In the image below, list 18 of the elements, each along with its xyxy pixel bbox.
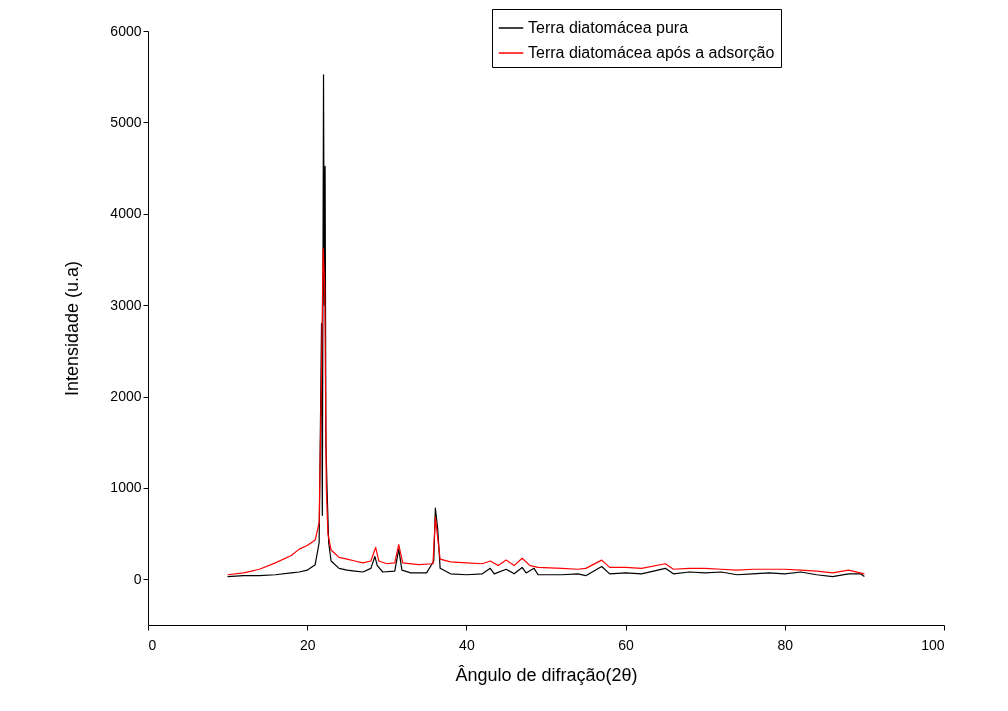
x-tick-label: 0 [148,636,157,653]
x-tick-label: 20 [299,636,316,653]
legend-label: Terra diatomácea após a adsorção [528,44,775,61]
y-axis-title: Intensidade (u.a) [62,260,83,397]
legend-label: Terra diatomácea pura [528,19,689,36]
y-tick-label: 3000 [110,296,142,313]
x-axis-title: Ângulo de difração(2θ) [455,664,638,685]
y-tick-label: 4000 [110,205,142,222]
y-tick-label: 2000 [110,388,142,405]
x-tick-label: 40 [459,636,475,653]
x-tick-label: 60 [618,636,635,653]
y-tick-label: 0 [133,570,142,587]
y-tick-label: 5000 [110,113,142,130]
x-tick-label: 80 [777,636,794,653]
x-tick-label: 100 [921,636,945,653]
y-tick-label: 1000 [110,479,142,496]
y-tick-label: 6000 [110,22,142,39]
line-series [227,247,865,576]
